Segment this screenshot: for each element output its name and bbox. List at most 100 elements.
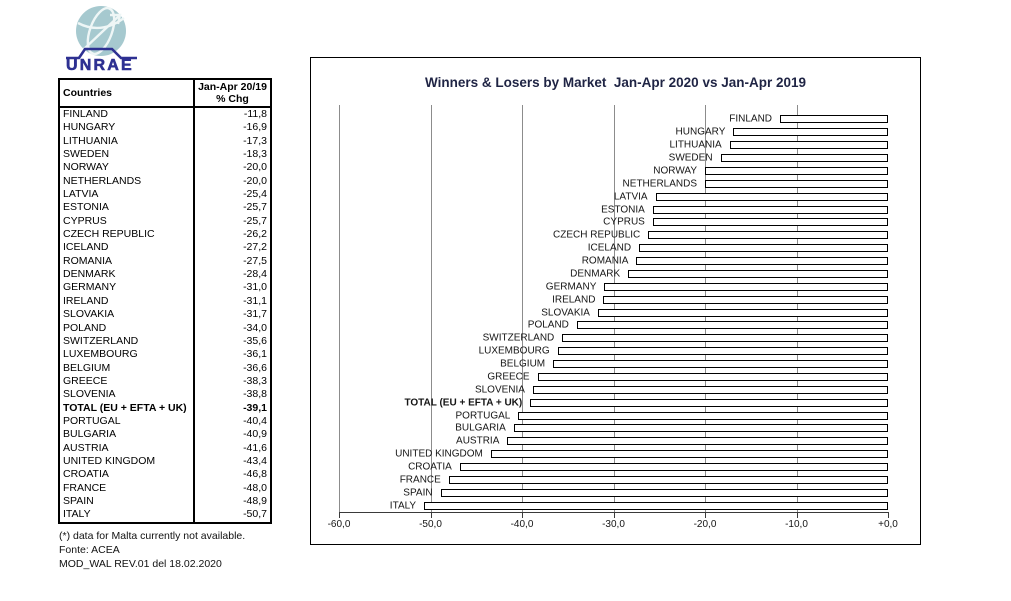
table-cell-change: -11,8: [193, 108, 270, 122]
table-cell-country: ROMANIA: [63, 254, 113, 267]
table-cell-country: LATVIA: [63, 188, 99, 201]
bar-row: LUXEMBOURG: [339, 345, 888, 358]
bar-rows: FINLAND HUNGARY LITHUANIA SWEDEN NORWAY NETHE…: [339, 113, 888, 512]
table-cell-country: FINLAND: [63, 108, 108, 120]
unrae-logo: UNRAE: [63, 4, 141, 74]
gridline: [705, 105, 706, 512]
gridline: [796, 105, 798, 512]
table-cell-change: -36,1: [193, 348, 270, 362]
bar-label: CROATIA: [408, 461, 452, 473]
bar-row: BELGIUM: [339, 358, 888, 371]
table-row: SPAIN -48,9: [60, 494, 270, 509]
table-cell-country: LUXEMBOURG: [63, 348, 138, 361]
table-cell-change: -20,0: [193, 161, 270, 175]
bar-label: LATVIA: [613, 191, 648, 203]
bar: [636, 257, 888, 266]
axis-tick-label: -60,0: [327, 519, 351, 530]
table-cell-country: NETHERLANDS: [63, 174, 142, 187]
table-row: CZECH REPUBLIC -26,2: [60, 228, 270, 242]
table-cell-change: -26,2: [193, 228, 270, 242]
bar: [597, 308, 888, 317]
table-cell-country: UNITED KINGDOM: [63, 454, 156, 467]
axis-tick: [339, 513, 340, 518]
gridline: [430, 105, 432, 512]
bar: [652, 218, 888, 227]
table-cell-change: -46,8: [193, 468, 270, 482]
table-row: SWEDEN -18,3: [60, 148, 270, 162]
table-cell-change: -40,9: [193, 428, 270, 442]
bar-label: HUNGARY: [675, 126, 726, 138]
table-row: LITHUANIA -17,3: [60, 134, 270, 149]
table-row: POLAND -34,0: [60, 321, 270, 335]
table-cell-change: -25,4: [193, 188, 270, 202]
x-axis-tick-labels: -60,0 -50,0 -40,0 -30,0 -20,0 -10,0 +0,0: [328, 519, 898, 531]
footnote-malta: (*) data for Malta currently not availab…: [59, 530, 246, 542]
axis-tick: [522, 513, 523, 518]
table-cell-change: -36,6: [193, 361, 270, 375]
bar-label: DENMARK: [570, 268, 621, 280]
bar-label: SLOVENIA: [474, 384, 525, 396]
table-cell-country: ITALY: [63, 508, 91, 521]
bar: [537, 372, 888, 381]
bar: [424, 501, 888, 510]
bar: [648, 231, 888, 240]
bar-label: SPAIN: [403, 487, 433, 499]
table-cell-country: DENMARK: [63, 268, 116, 281]
table-cell-change: -31,1: [193, 294, 270, 309]
table-row: UNITED KINGDOM -43,4: [60, 454, 270, 469]
bar-label: FRANCE: [399, 474, 441, 486]
table-cell-change: -41,6: [193, 441, 270, 455]
table-row: FRANCE -48,0: [60, 481, 270, 496]
bar: [562, 334, 888, 343]
table-cell-change: -35,6: [193, 334, 270, 349]
bar-row: POLAND: [339, 319, 888, 332]
bar-label: IRELAND: [552, 294, 596, 306]
bar: [459, 463, 888, 472]
bar: [490, 450, 888, 459]
bar-row: CYPRUS: [339, 216, 888, 229]
gridline: [339, 105, 340, 512]
table-row: GREECE -38,3: [60, 374, 270, 389]
table-cell-country: LITHUANIA: [63, 134, 118, 147]
axis-tick-label: -20,0: [693, 519, 717, 530]
bar-row: LITHUANIA: [339, 139, 888, 152]
table-row: CROATIA -46,8: [60, 468, 270, 482]
table-header: Countries Jan-Apr 20/19 % Chg: [60, 80, 270, 108]
table-row: SLOVENIA -38,8: [60, 388, 270, 402]
table-cell-country: CZECH REPUBLIC: [63, 228, 155, 241]
table-row: NETHERLANDS -20,0: [60, 174, 270, 189]
bar-label: CYPRUS: [603, 216, 645, 228]
footnote-revision: MOD_WAL REV.01 del 18.02.2020: [59, 557, 222, 570]
table-cell-country: SPAIN: [63, 494, 94, 507]
bar-row: AUSTRIA: [339, 435, 888, 448]
bar-row: CZECH REPUBLIC: [339, 229, 888, 242]
bar-label: PORTUGAL: [455, 410, 511, 422]
table-cell-change: -48,0: [193, 481, 270, 496]
axis-tick-label: +0,0: [878, 519, 898, 530]
bar-row: TOTAL (EU + EFTA + UK): [339, 396, 888, 409]
bar-label: GREECE: [487, 371, 530, 383]
bar-label: SWEDEN: [668, 152, 713, 164]
table-cell-country: POLAND: [63, 321, 107, 334]
table-cell-change: -25,7: [193, 214, 270, 229]
change-column-header: Jan-Apr 20/19 % Chg: [193, 80, 270, 106]
table-cell-country: BELGIUM: [63, 361, 111, 374]
bar-label: SLOVAKIA: [541, 307, 590, 319]
bar-label: NORWAY: [653, 165, 698, 177]
table-row: GERMANY -31,0: [60, 281, 270, 295]
bar-row: PORTUGAL: [339, 409, 888, 422]
table-cell-change: -38,8: [193, 388, 270, 402]
table-row: AUSTRIA -41,6: [60, 441, 270, 455]
bar-row: NORWAY: [339, 165, 888, 178]
bar-label: ICELAND: [587, 242, 632, 254]
bar: [507, 437, 888, 446]
bar: [705, 166, 888, 175]
bar-row: ITALY: [339, 499, 888, 512]
table-cell-country: SLOVENIA: [63, 388, 116, 401]
table-row: LATVIA -25,4: [60, 188, 270, 202]
bar: [448, 475, 888, 484]
bar-label: POLAND: [527, 319, 569, 331]
globe-icon: UNRAE: [66, 6, 137, 74]
plot-area: FINLAND HUNGARY LITHUANIA SWEDEN NORWAY NETHE…: [339, 105, 888, 512]
axis-tick-label: -40,0: [510, 519, 534, 530]
